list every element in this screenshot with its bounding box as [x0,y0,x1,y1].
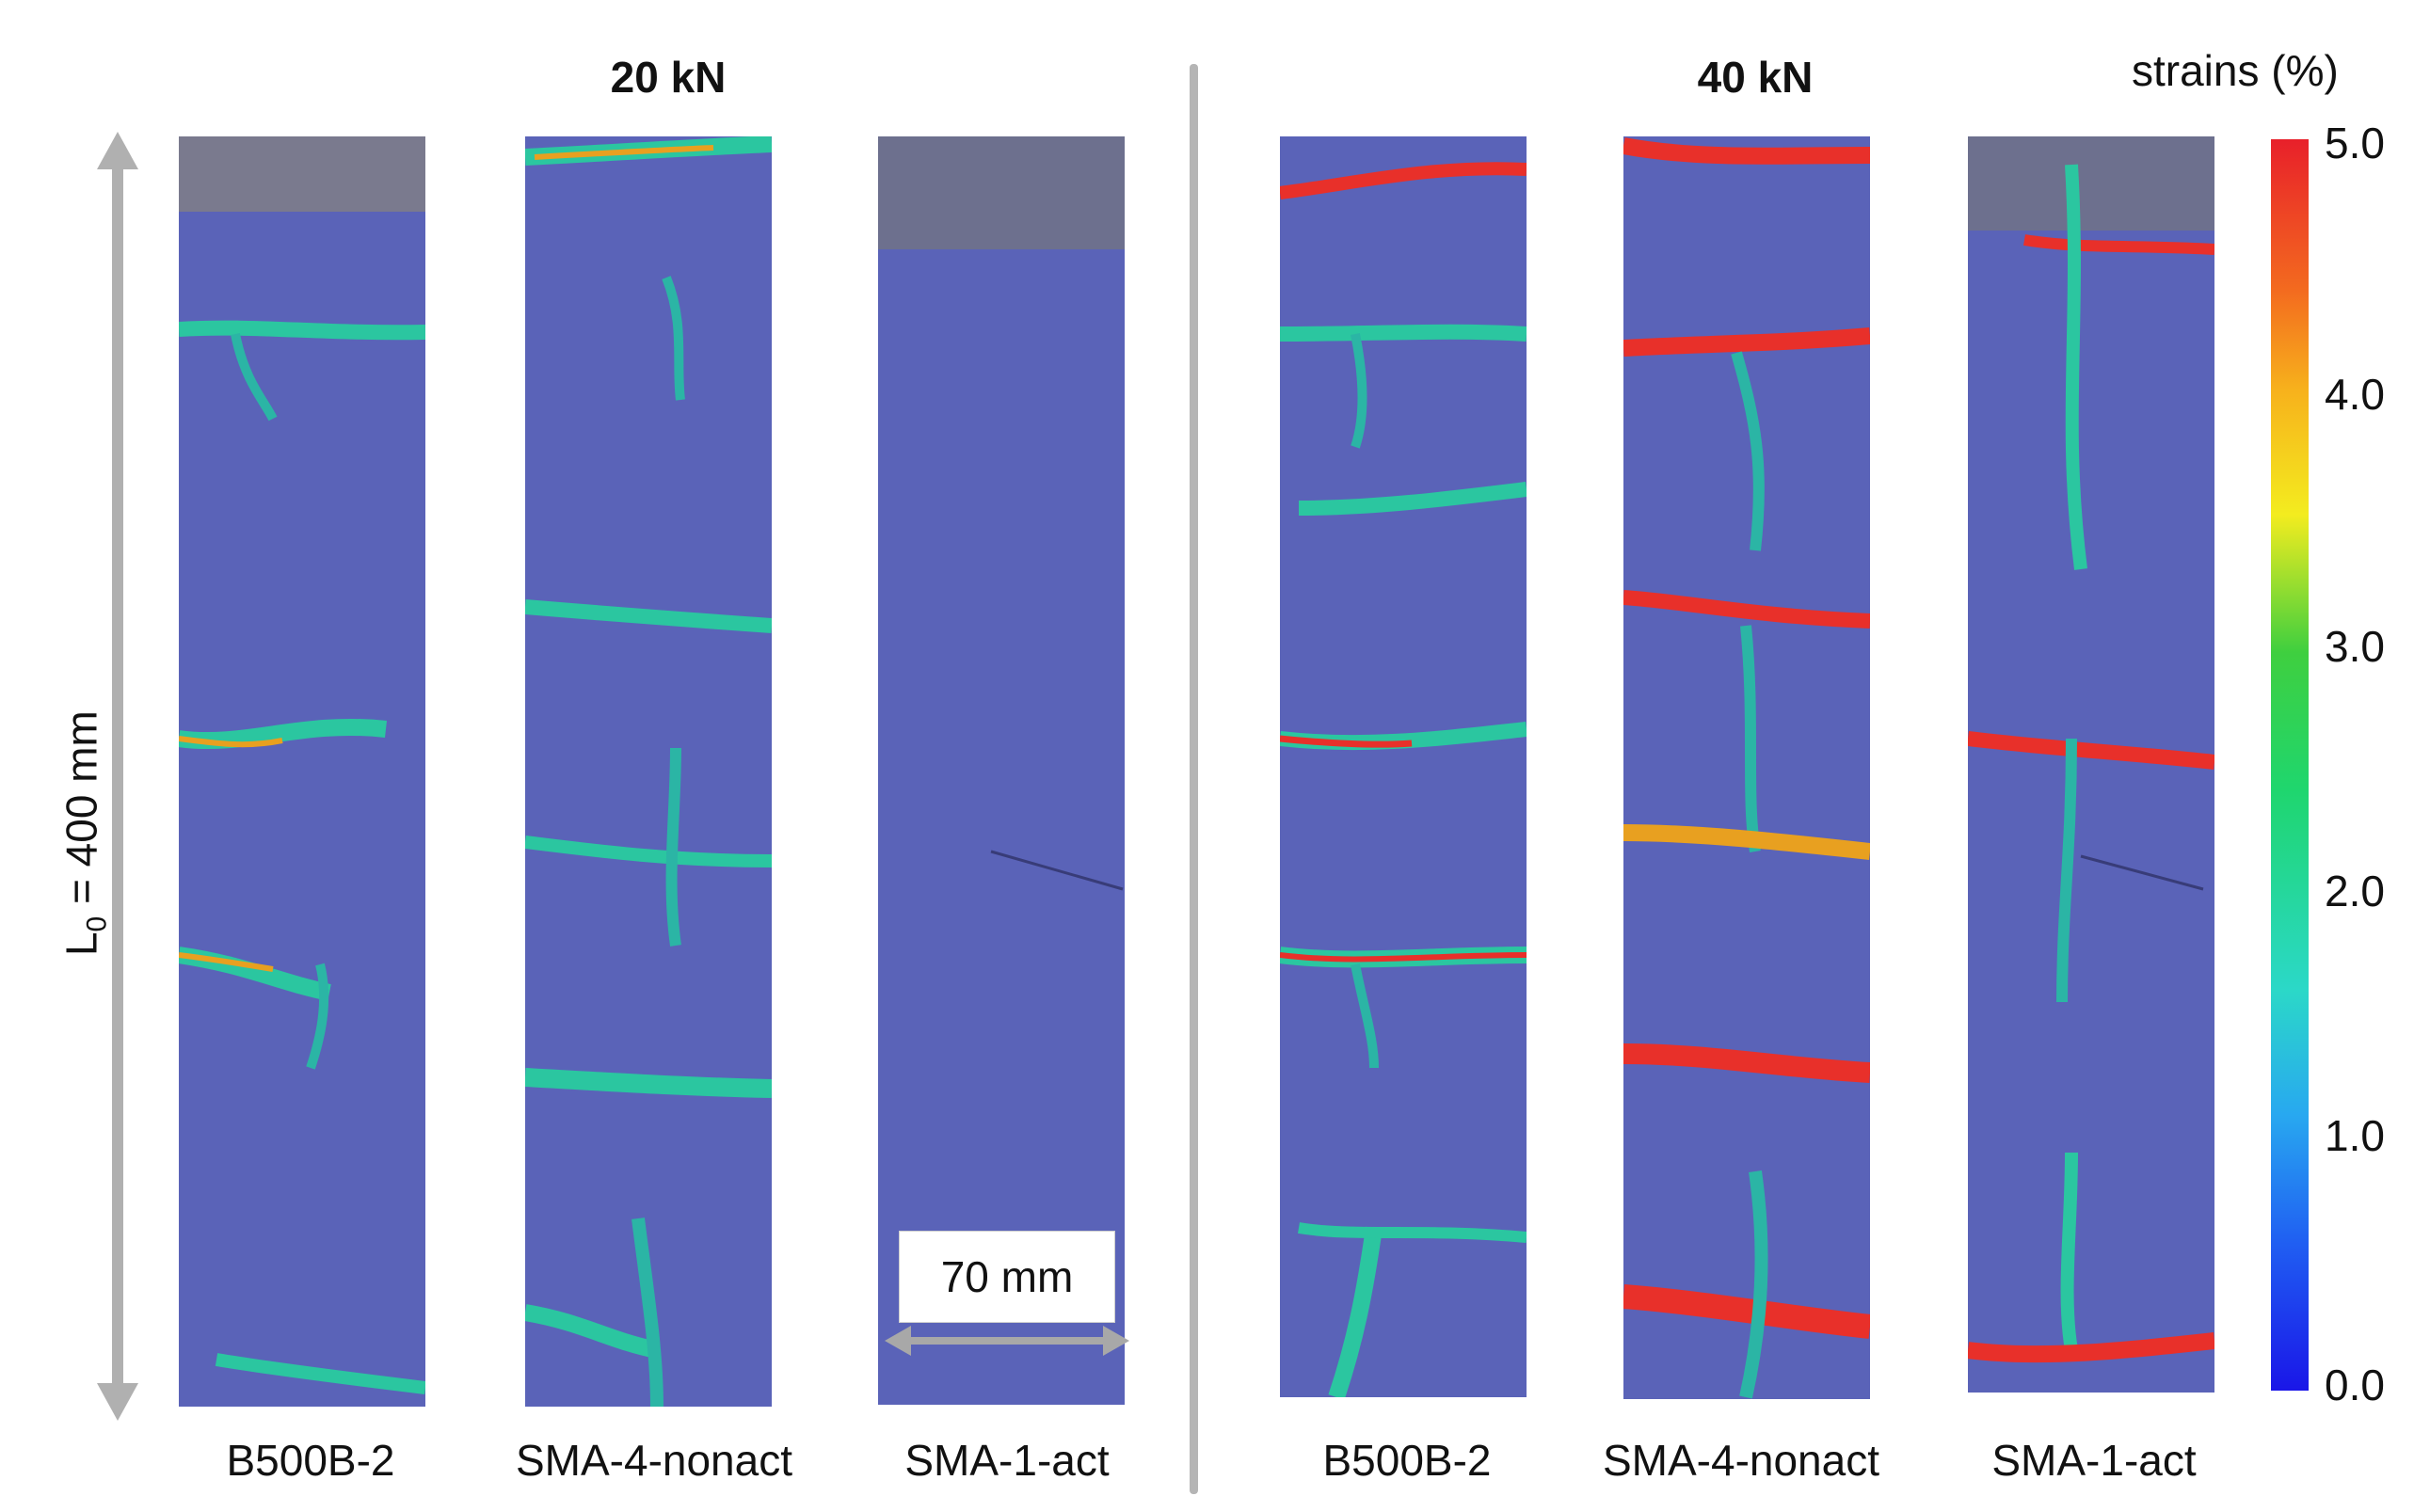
specimen-label: SMA-4-nonact [1602,1436,1879,1485]
specimen-label: SMA-4-nonact [515,1436,792,1485]
colorbar-tick: 3.0 [2325,622,2385,671]
title-40kn: 40 kN [1697,53,1814,102]
colorbar-tick: 5.0 [2325,119,2385,167]
specimen-image-sma4-40kn [1623,136,1870,1399]
colorbar-title: strains (%) [2132,46,2339,95]
length-label: L0 = 400 mm [56,710,113,957]
title-20kn: 20 kN [610,53,727,102]
length-arrow-icon [97,132,138,1421]
specimen-image-sma4-20kn [525,136,772,1407]
specimen-image-b500b-40kn [1280,136,1527,1397]
divider [1190,64,1198,1494]
colorbar-tick: 2.0 [2325,867,2385,915]
specimen-image-sma1-40kn [1968,136,2214,1393]
colorbar-tick: 4.0 [2325,370,2385,419]
specimen-label: B500B-2 [226,1436,395,1485]
scale-arrow-icon [885,1326,1129,1356]
colorbar [2271,139,2309,1391]
specimen-label: B500B-2 [1322,1436,1492,1485]
colorbar-tick: 0.0 [2325,1361,2385,1409]
specimen-image-b500b-20kn [179,136,425,1407]
scale-label: 70 mm [899,1231,1115,1323]
specimen-label: SMA-1-act [1991,1436,2197,1485]
specimen-image-sma1-20kn [878,136,1125,1405]
colorbar-tick: 1.0 [2325,1111,2385,1160]
specimen-label: SMA-1-act [904,1436,1110,1485]
